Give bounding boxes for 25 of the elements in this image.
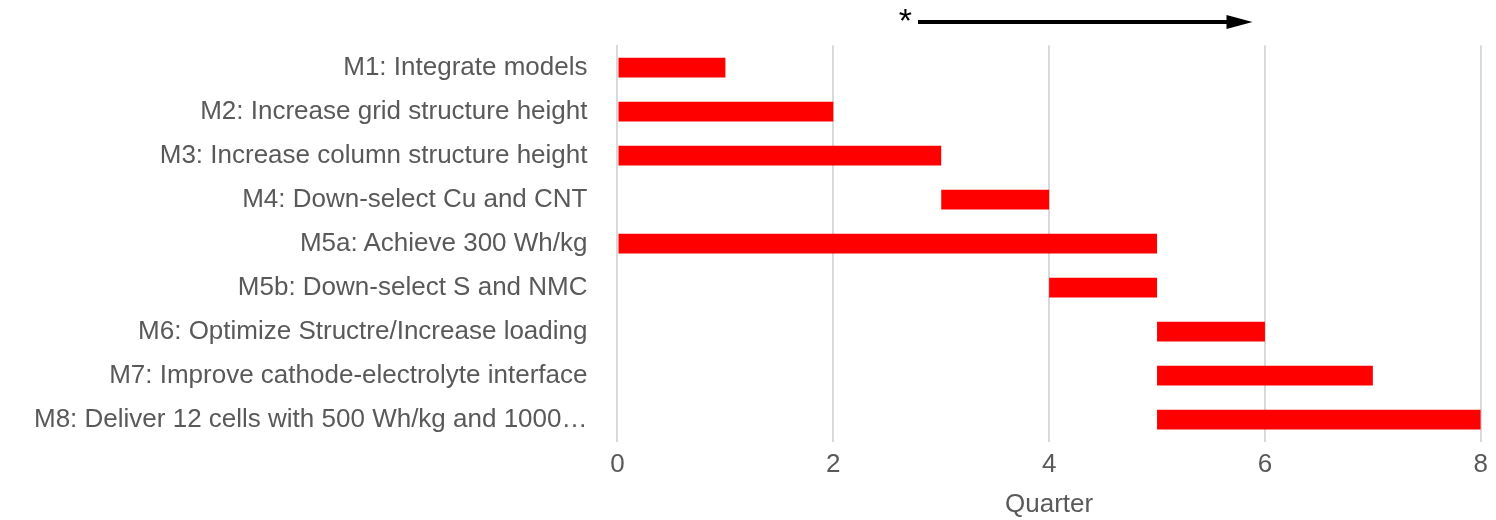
bar bbox=[618, 101, 834, 122]
bar bbox=[618, 233, 1158, 254]
y-tick-label: M7: Improve cathode-electrolyte interface bbox=[109, 358, 588, 389]
y-tick-label: M6: Optimize Structre/Increase loading bbox=[138, 314, 588, 345]
y-tick-label: M5b: Down-select S and NMC bbox=[237, 270, 588, 301]
bar bbox=[1157, 365, 1373, 386]
bar bbox=[941, 189, 1050, 210]
bar bbox=[1049, 277, 1158, 298]
x-tick-label: 4 bbox=[1041, 448, 1057, 479]
x-tick-label: 2 bbox=[826, 448, 841, 479]
bar bbox=[1157, 409, 1481, 430]
y-tick-label: M4: Down-select Cu and CNT bbox=[242, 182, 588, 213]
x-tick-label: 8 bbox=[1473, 448, 1488, 479]
bar bbox=[1157, 321, 1265, 342]
y-tick-label: M3: Increase column structure height bbox=[159, 138, 589, 169]
y-tick-label: M1: Integrate models bbox=[343, 50, 588, 81]
bar bbox=[618, 145, 942, 166]
y-tick-label: M5a: Achieve 300 Wh/kg bbox=[299, 226, 588, 257]
bar bbox=[618, 57, 726, 78]
y-tick-label: M2: Increase grid structure height bbox=[200, 94, 589, 125]
y-tick-label: M8: Deliver 12 cells with 500 Wh/kg and 1000… bbox=[33, 402, 588, 433]
x-tick-label: 6 bbox=[1257, 448, 1273, 479]
x-axis-title: Quarter bbox=[1005, 487, 1094, 518]
x-tick-label: 0 bbox=[610, 448, 625, 479]
text: * bbox=[898, 1, 912, 40]
